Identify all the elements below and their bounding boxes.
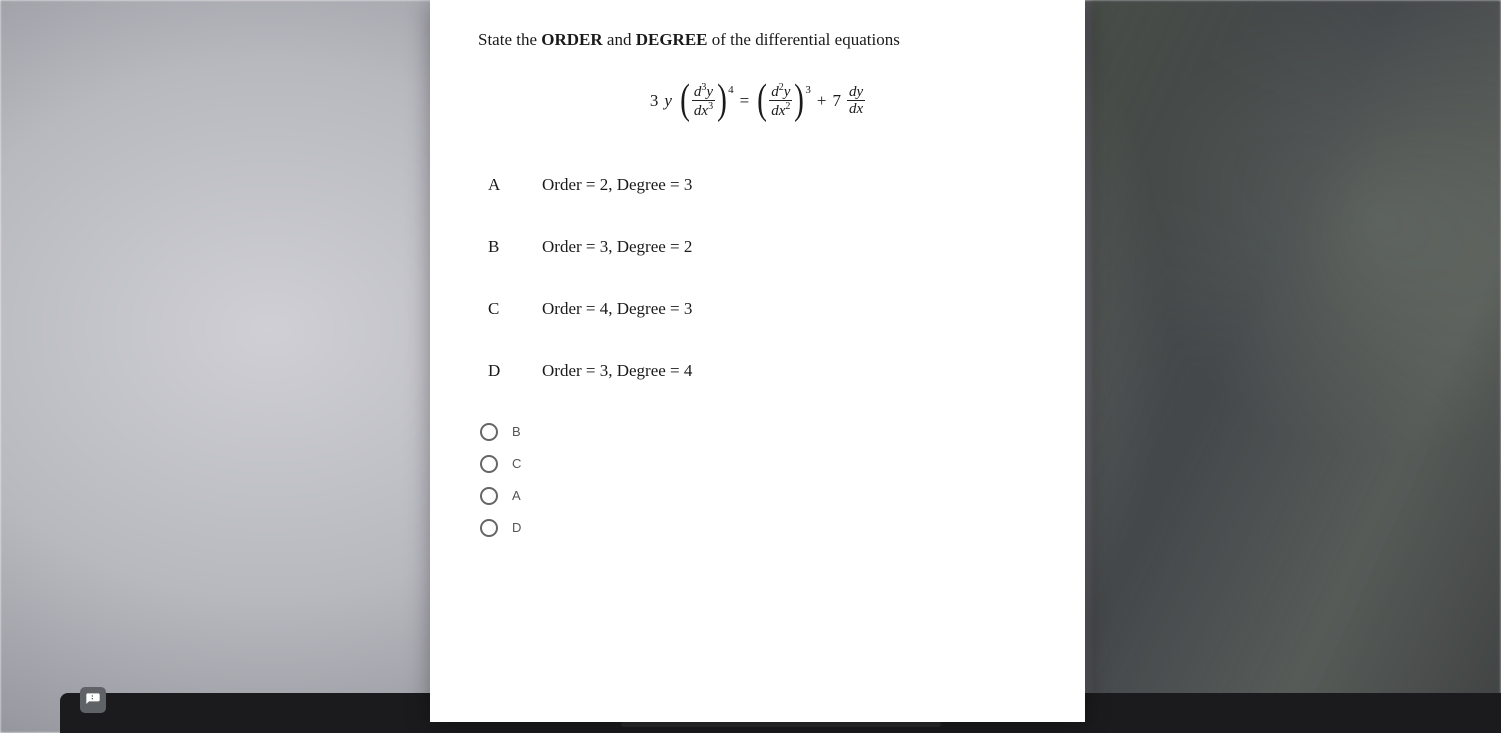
answer-row: C Order = 4, Degree = 3 xyxy=(488,299,1037,319)
answer-row: B Order = 3, Degree = 2 xyxy=(488,237,1037,257)
radio-label: D xyxy=(512,520,521,535)
eq-t3-den: dx xyxy=(847,100,865,118)
eq-t1-den: dx xyxy=(694,103,708,119)
answer-text: Order = 4, Degree = 3 xyxy=(542,299,692,319)
radio-circle-icon xyxy=(480,455,498,473)
home-indicator xyxy=(621,722,941,727)
eq-t2-num-y: y xyxy=(784,84,791,100)
radio-circle-icon xyxy=(480,519,498,537)
question-bold-degree: DEGREE xyxy=(636,30,708,49)
radio-label: A xyxy=(512,488,521,503)
answer-row: D Order = 3, Degree = 4 xyxy=(488,361,1037,381)
answer-text: Order = 2, Degree = 3 xyxy=(542,175,692,195)
answer-text: Order = 3, Degree = 4 xyxy=(542,361,692,381)
equation: 3y ( d3y dx3 ) 4 = ( d2y dx2 ) 3 + xyxy=(478,82,1037,120)
answer-letter: D xyxy=(488,361,506,381)
radio-option[interactable]: C xyxy=(480,455,1037,473)
radio-option[interactable]: A xyxy=(480,487,1037,505)
eq-t2-den: dx xyxy=(771,103,785,119)
answer-list: A Order = 2, Degree = 3 B Order = 3, Deg… xyxy=(488,175,1037,381)
radio-circle-icon xyxy=(480,423,498,441)
question-mid: and xyxy=(603,30,636,49)
question-page: State the ORDER and DEGREE of the differ… xyxy=(430,0,1085,722)
radio-circle-icon xyxy=(480,487,498,505)
eq-term2: ( d2y dx2 ) 3 xyxy=(755,82,811,120)
question-prefix: State the xyxy=(478,30,541,49)
eq-plus: + xyxy=(817,91,827,111)
eq-lhs-coeff: 3 xyxy=(650,91,659,111)
eq-term3: dy dx xyxy=(847,84,865,118)
answer-letter: C xyxy=(488,299,506,319)
eq-lhs-var: y xyxy=(664,91,672,111)
eq-term1: ( d3y dx3 ) 4 xyxy=(678,82,734,120)
question-text: State the ORDER and DEGREE of the differ… xyxy=(478,28,1037,52)
question-bold-order: ORDER xyxy=(541,30,602,49)
eq-t2-num-d: d xyxy=(771,84,779,100)
eq-t2-den-exp: 2 xyxy=(785,101,790,112)
answer-letter: B xyxy=(488,237,506,257)
radio-option[interactable]: B xyxy=(480,423,1037,441)
eq-t1-num-y: y xyxy=(706,84,713,100)
radio-group: B C A D xyxy=(480,423,1037,537)
eq-t3-num: dy xyxy=(847,84,865,101)
feedback-badge[interactable] xyxy=(80,687,106,713)
answer-row: A Order = 2, Degree = 3 xyxy=(488,175,1037,195)
answer-letter: A xyxy=(488,175,506,195)
answer-text: Order = 3, Degree = 2 xyxy=(542,237,692,257)
radio-label: B xyxy=(512,424,521,439)
eq-t1-outer-exp: 4 xyxy=(728,84,734,96)
photo-right-texture xyxy=(1091,0,1501,733)
eq-t1-den-exp: 3 xyxy=(708,101,713,112)
eq-equals: = xyxy=(740,91,750,111)
eq-t2-outer-exp: 3 xyxy=(805,84,811,96)
question-suffix: of the differential equations xyxy=(708,30,900,49)
chat-icon xyxy=(85,692,101,708)
radio-label: C xyxy=(512,456,521,471)
radio-option[interactable]: D xyxy=(480,519,1037,537)
eq-t3-coeff: 7 xyxy=(832,91,841,111)
